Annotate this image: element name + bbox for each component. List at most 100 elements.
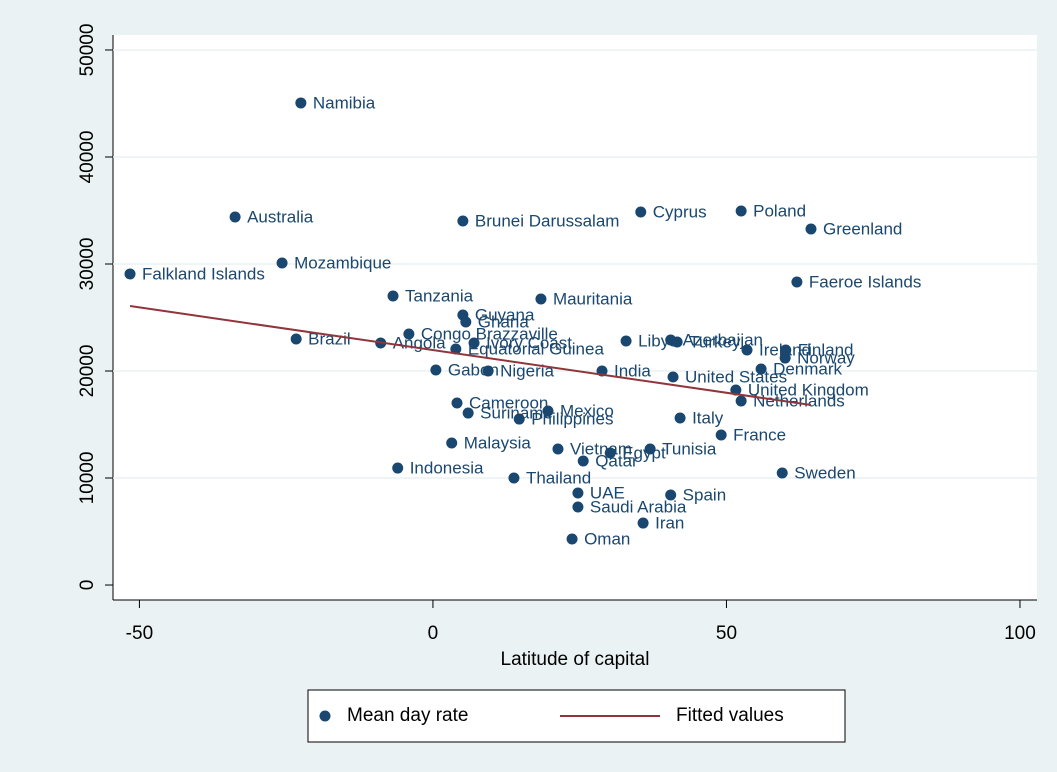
point <box>667 371 679 383</box>
point-label: Ivory Coast <box>486 333 572 352</box>
point-label: Cyprus <box>653 202 707 221</box>
y-tick-label: 30000 <box>77 238 98 291</box>
point-label: Vietnam <box>570 439 632 458</box>
legend-symbol <box>319 710 331 722</box>
y-tick-label: 40000 <box>77 131 98 184</box>
point <box>290 333 302 345</box>
point-label: Mauritania <box>553 289 633 308</box>
point-label: Sweden <box>794 463 855 482</box>
x-tick-label: -50 <box>126 623 153 644</box>
point <box>462 407 474 419</box>
y-tick-label: 50000 <box>77 24 98 77</box>
point <box>295 97 307 109</box>
point-label: Iran <box>655 514 684 533</box>
point <box>780 344 792 356</box>
x-tick-label: 100 <box>1004 623 1036 644</box>
point <box>776 467 788 479</box>
point-label: United States <box>685 367 787 386</box>
point-label: India <box>614 361 651 380</box>
point <box>403 328 415 340</box>
point <box>635 206 647 218</box>
point <box>450 343 462 355</box>
x-axis-title: Latitude of capital <box>501 649 650 670</box>
point-label: Thailand <box>526 468 591 487</box>
point <box>542 405 554 417</box>
legend-label: Mean day rate <box>347 705 468 726</box>
point <box>805 223 817 235</box>
point <box>715 429 727 441</box>
point-label: Guyana <box>475 306 535 325</box>
point-label: Faeroe Islands <box>809 272 921 291</box>
point-label: Angola <box>393 333 446 352</box>
point-label: Tanzania <box>405 286 474 305</box>
fit-line <box>129 305 812 407</box>
point <box>572 501 584 513</box>
point <box>566 533 578 545</box>
legend-label: Fitted values <box>676 705 784 726</box>
point-label: Azerbaijan <box>683 330 763 349</box>
point-label: Italy <box>692 408 724 427</box>
point-label: Congo Brazzaville <box>421 324 558 343</box>
point-label: Equatorial Guinea <box>468 339 605 358</box>
point <box>552 443 564 455</box>
point-label: Cameroon <box>469 393 548 412</box>
point-label: Malaysia <box>464 434 532 453</box>
point <box>457 215 469 227</box>
point <box>665 489 677 501</box>
point <box>741 344 753 356</box>
point <box>446 437 458 449</box>
point-label: Mexico <box>560 402 614 421</box>
point <box>735 205 747 217</box>
point-label: Turkey <box>689 332 741 351</box>
point-label: Spain <box>683 486 726 505</box>
point <box>482 365 494 377</box>
point <box>392 462 404 474</box>
point <box>674 412 686 424</box>
point <box>604 447 616 459</box>
point-label: Oman <box>584 529 630 548</box>
point <box>451 397 463 409</box>
point-label: Namibia <box>313 93 376 112</box>
y-tick-label: 0 <box>77 580 98 591</box>
point <box>577 455 589 467</box>
point <box>430 364 442 376</box>
point <box>779 352 791 364</box>
point <box>755 363 767 375</box>
point-label: Ghana <box>478 312 530 331</box>
point-label: Philippines <box>531 410 613 429</box>
point <box>671 336 683 348</box>
x-tick-label: 50 <box>716 623 737 644</box>
point-label: Qatar <box>595 451 638 470</box>
point-label: Saudi Arabia <box>590 497 687 516</box>
point-label: Norway <box>797 349 855 368</box>
point-label: Finland <box>798 341 854 360</box>
point <box>791 276 803 288</box>
y-tick-label: 10000 <box>77 452 98 505</box>
point <box>572 487 584 499</box>
point-label: Brunei Darussalam <box>475 211 620 230</box>
point <box>508 472 520 484</box>
point <box>644 443 656 455</box>
point-label: Suriname <box>480 404 553 423</box>
point <box>460 316 472 328</box>
point-label: Denmark <box>773 359 842 378</box>
plot-area <box>113 35 1037 600</box>
x-tick-label: 0 <box>428 623 439 644</box>
point <box>468 337 480 349</box>
point <box>735 395 747 407</box>
point <box>276 257 288 269</box>
point-label: UAE <box>590 483 625 502</box>
y-tick-label: 20000 <box>77 345 98 398</box>
point-label: Netherlands <box>753 391 845 410</box>
point <box>513 413 525 425</box>
point-label: Tunisia <box>662 439 717 458</box>
point <box>637 517 649 529</box>
point-label: France <box>733 425 786 444</box>
point <box>620 335 632 347</box>
point-label: Mozambique <box>294 254 391 273</box>
point-label: Greenland <box>823 219 902 238</box>
point-label: Poland <box>753 202 806 221</box>
point <box>124 268 136 280</box>
point-label: Indonesia <box>410 459 484 478</box>
